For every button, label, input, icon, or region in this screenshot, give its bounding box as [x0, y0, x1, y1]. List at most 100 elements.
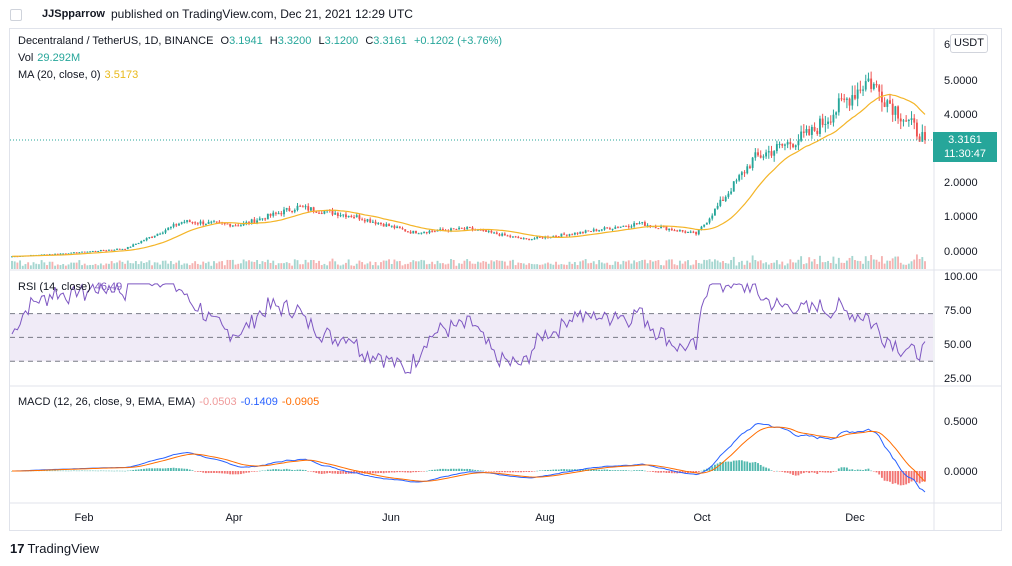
candle-body [493, 232, 496, 234]
macd-histogram-bar [99, 470, 102, 472]
candle-body [805, 129, 808, 133]
macd-histogram-bar [64, 470, 67, 472]
macd-histogram-bar [261, 470, 264, 472]
macd-histogram-bar [520, 471, 522, 473]
macd-histogram-bar [889, 471, 891, 482]
candle-body [347, 215, 350, 218]
volume-bar [425, 264, 428, 269]
volume-bar [272, 260, 275, 269]
macd-histogram-bar [46, 470, 48, 472]
macd-histogram-bar [229, 471, 232, 475]
candle-body [172, 224, 175, 227]
volume-bar [495, 260, 498, 269]
macd-histogram-bar [821, 471, 824, 473]
volume-bar [86, 265, 89, 269]
volume-bar [191, 263, 194, 269]
volume-bar [463, 260, 466, 269]
macd-histogram-bar [417, 471, 420, 472]
macd-histogram-bar [78, 470, 81, 472]
macd-label[interactable]: MACD (12, 26, close, 9, EMA, EMA) [18, 396, 196, 408]
volume-bar [91, 264, 94, 269]
author-name[interactable]: JJSpparrow [42, 8, 105, 20]
candle-body [819, 118, 821, 134]
candle-body [517, 236, 520, 239]
volume-bar [256, 260, 259, 269]
volume-bar [218, 261, 221, 269]
candle-body [433, 231, 436, 233]
macd-histogram-bar [178, 468, 180, 471]
macd-histogram-bar [83, 470, 86, 472]
macd-histogram-bar [700, 470, 703, 472]
macd-histogram-bar [479, 470, 482, 471]
macd-histogram-bar [326, 471, 329, 474]
volume-bar [274, 265, 277, 269]
volume-bar [285, 262, 288, 269]
symbol-title[interactable]: Decentraland / TetherUS, 1D, BINANCE [18, 35, 214, 47]
macd-histogram-bar [202, 471, 205, 473]
price-tick-label: 2.0000 [944, 177, 978, 189]
candle-body [902, 120, 905, 122]
volume-bar [872, 259, 875, 269]
volume-bar [350, 265, 353, 269]
macd-histogram-bar [108, 470, 110, 472]
candle-body [501, 233, 504, 236]
volume-label[interactable]: Vol [18, 52, 34, 64]
volume-bar [754, 259, 757, 269]
macd-histogram-bar [913, 471, 916, 481]
candle-body [924, 132, 926, 141]
volume-bar [342, 264, 345, 269]
macd-histogram-bar [703, 469, 706, 471]
macd-histogram-bar [116, 470, 118, 472]
macd-histogram-bar [159, 468, 162, 471]
volume-bar [78, 260, 81, 269]
candle-body [862, 89, 864, 91]
rsi-label[interactable]: RSI (14, close) [18, 281, 91, 293]
macd-histogram-bar [423, 471, 426, 472]
volume-bar [646, 263, 649, 269]
volume-bar [156, 262, 159, 269]
candle-body [151, 237, 153, 239]
macd-histogram-bar [167, 468, 170, 471]
currency-button[interactable]: USDT [950, 34, 988, 53]
volume-bar [283, 263, 285, 269]
volume-bar [415, 261, 417, 269]
volume-bar [485, 261, 487, 269]
volume-bar [140, 261, 143, 269]
volume-bar [24, 264, 27, 269]
rsi-value: 46.49 [94, 281, 123, 293]
volume-bar [571, 263, 574, 269]
volume-bar [875, 259, 878, 269]
volume-bar [843, 262, 846, 269]
volume-bar [563, 264, 566, 269]
volume-bar [304, 259, 307, 269]
candle-body [592, 229, 595, 232]
tradingview-logo[interactable]: 17 TradingView [10, 541, 99, 556]
volume-bar [94, 263, 97, 269]
volume-bar [323, 263, 326, 269]
candle-body [907, 120, 910, 122]
candle-body [821, 118, 824, 125]
macd-histogram-bar [730, 461, 733, 471]
macd-histogram-bar [318, 471, 320, 474]
volume-bar [417, 261, 420, 269]
macd-histogram-bar [773, 471, 776, 472]
candle-body [266, 213, 269, 220]
candle-body [722, 199, 724, 201]
candle-body [587, 230, 590, 232]
candle-body [161, 232, 164, 234]
volume-bar [97, 265, 100, 269]
candle-body [883, 102, 886, 107]
candle-body [864, 81, 867, 90]
candle-body [102, 249, 105, 251]
ma-label[interactable]: MA (20, close, 0) [18, 69, 101, 81]
candle-body [420, 232, 423, 234]
macd-histogram-bar [148, 468, 151, 471]
candle-body [261, 218, 264, 220]
volume-bar [334, 261, 337, 269]
time-tick-label: Dec [845, 512, 865, 524]
volume-bar [468, 261, 471, 269]
candle-body [296, 205, 299, 211]
volume-bar [547, 262, 549, 269]
volume-bar [560, 264, 563, 269]
